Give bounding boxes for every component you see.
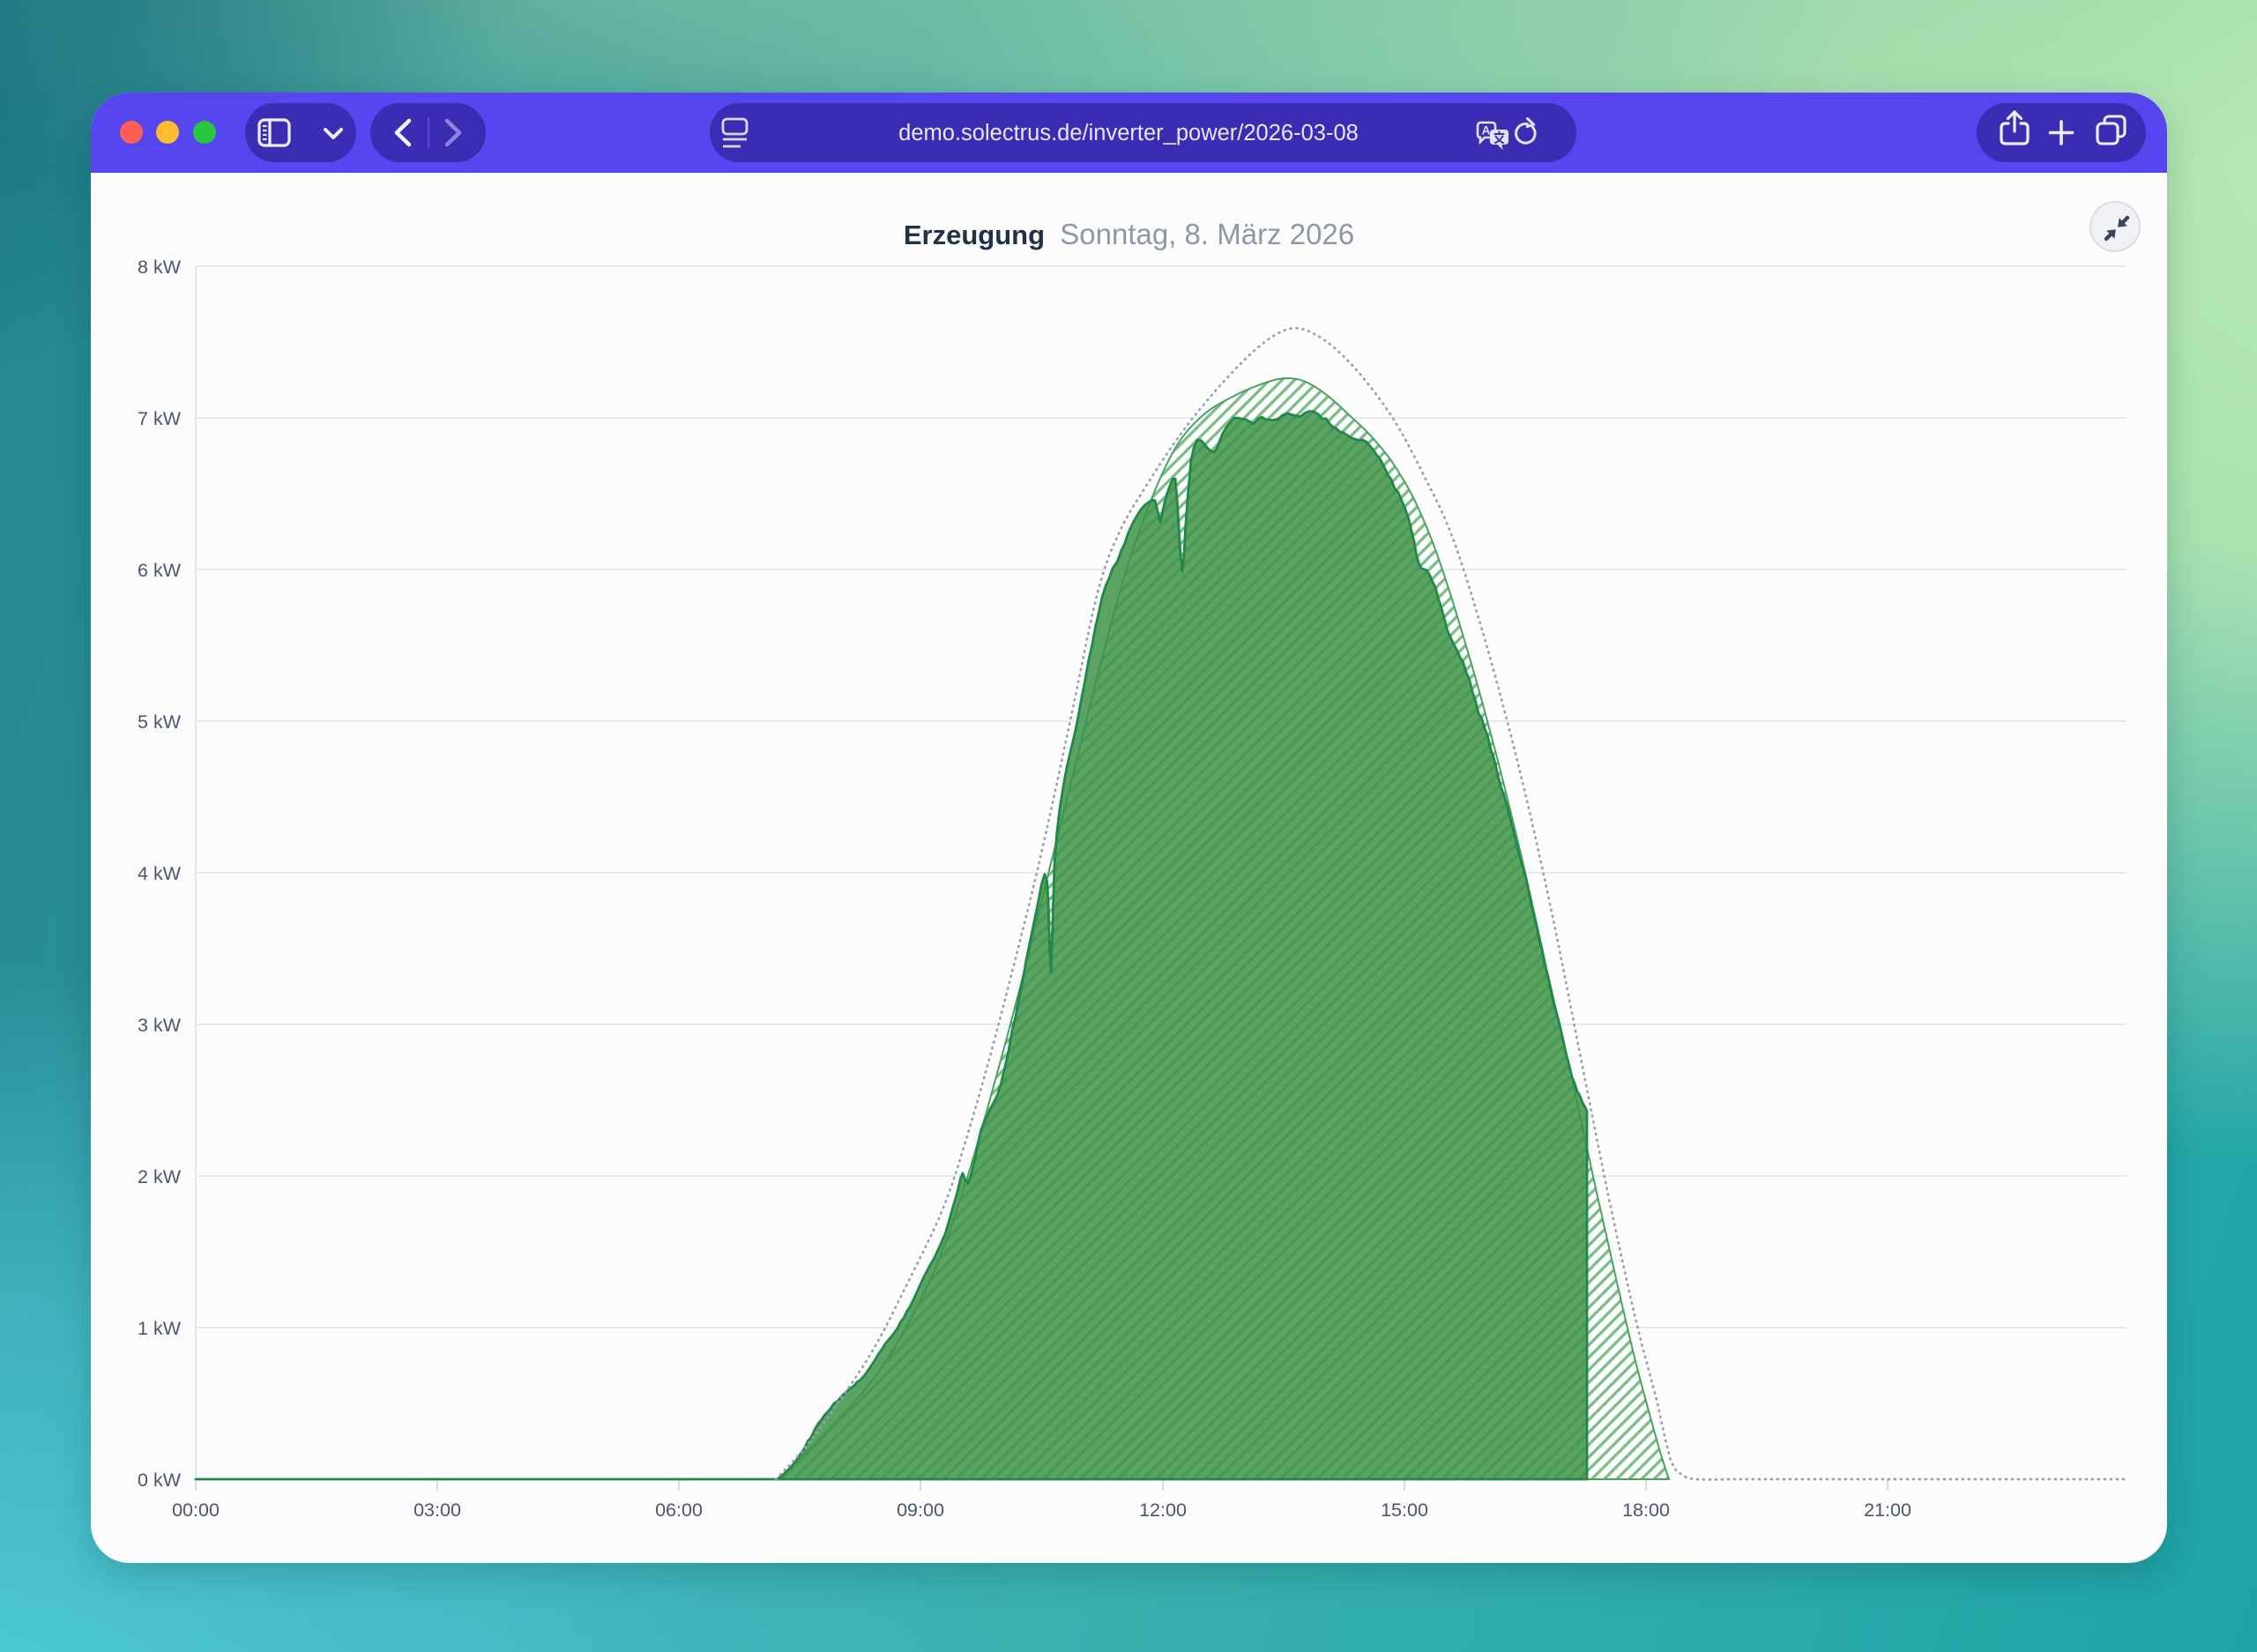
svg-text:03:00: 03:00	[413, 1499, 461, 1521]
svg-text:15:00: 15:00	[1381, 1499, 1428, 1521]
svg-text:06:00: 06:00	[655, 1499, 703, 1521]
svg-text:09:00: 09:00	[897, 1499, 944, 1521]
svg-text:21:00: 21:00	[1864, 1499, 1911, 1521]
svg-text:5 kW: 5 kW	[138, 711, 182, 733]
svg-text:12:00: 12:00	[1139, 1499, 1187, 1521]
svg-text:A: A	[1482, 124, 1491, 138]
svg-text:4 kW: 4 kW	[138, 863, 182, 884]
svg-text:3 kW: 3 kW	[138, 1015, 182, 1036]
svg-text:18:00: 18:00	[1622, 1499, 1670, 1521]
svg-text:0 kW: 0 kW	[138, 1470, 182, 1491]
svg-text:2 kW: 2 kW	[138, 1166, 182, 1187]
svg-text:00:00: 00:00	[172, 1499, 220, 1521]
svg-text:8 kW: 8 kW	[138, 257, 182, 278]
svg-text:1 kW: 1 kW	[138, 1318, 182, 1339]
svg-text:6 kW: 6 kW	[138, 560, 182, 581]
svg-text:7 kW: 7 kW	[138, 408, 182, 429]
